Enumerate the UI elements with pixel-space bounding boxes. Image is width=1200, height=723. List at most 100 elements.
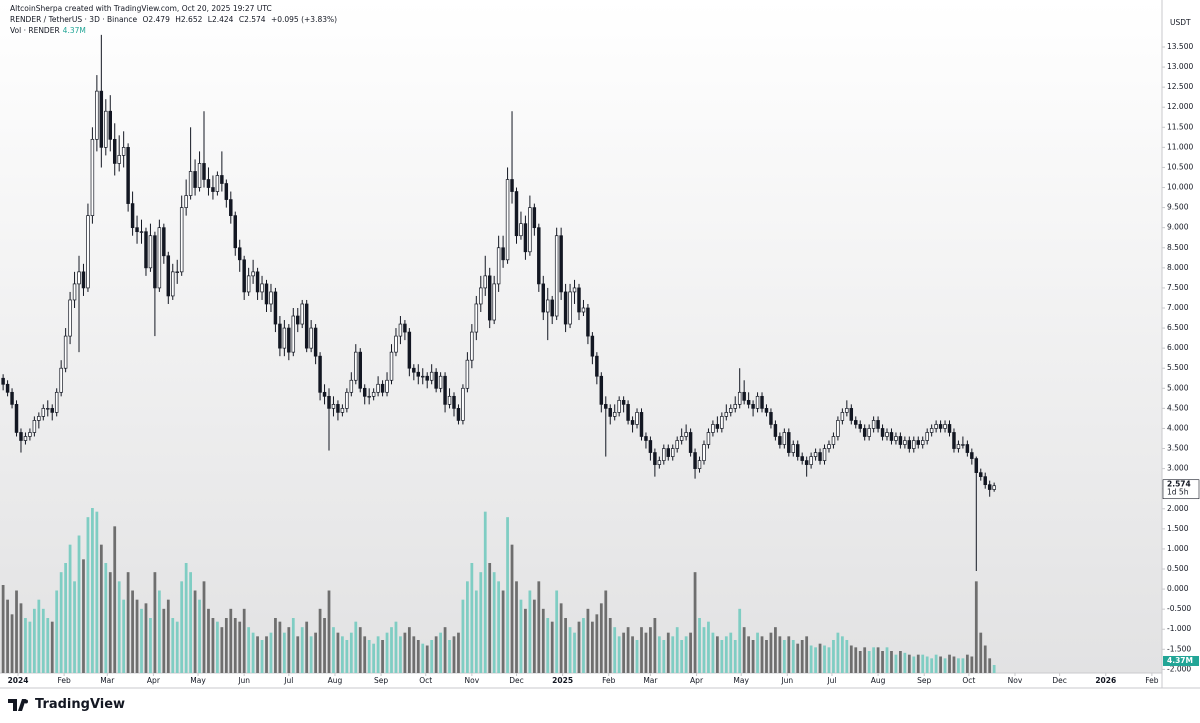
candle-body [162, 227, 166, 257]
y-tick-label: -1.500 [1167, 644, 1191, 653]
candle-body [541, 283, 546, 313]
x-tick-label: Mar [643, 676, 658, 685]
y-tick-label: 8.500 [1167, 243, 1189, 252]
legend-value: 2.424 [211, 15, 234, 24]
candle-body [523, 223, 528, 253]
candle-body [255, 271, 260, 293]
candle-body [679, 436, 684, 441]
legend-value: 2.574 [244, 15, 266, 24]
candle-body [23, 436, 28, 441]
volume-bar [64, 563, 68, 673]
volume-bar [24, 618, 27, 673]
candle-body [912, 440, 916, 449]
candle-body [537, 227, 541, 285]
volume-bar [91, 508, 94, 673]
volume-bar [925, 656, 929, 673]
x-tick-label: Feb [57, 676, 71, 685]
candle-body [715, 424, 720, 429]
volume-bar [265, 636, 268, 673]
candle-body [429, 371, 434, 381]
volume-bar [541, 608, 545, 673]
volume-bar [412, 636, 416, 673]
volume-bar [474, 590, 478, 673]
volume-bar [28, 621, 32, 673]
volume-bar [631, 636, 634, 673]
volume-bar [327, 590, 331, 673]
candle-body [528, 207, 532, 253]
candle-body [130, 203, 135, 229]
candle-body [331, 404, 336, 409]
candle-body [296, 315, 300, 325]
volume-bar [247, 627, 251, 673]
candle-body [720, 416, 724, 429]
volume-bar [912, 656, 916, 673]
volume-bar [854, 647, 858, 673]
candle-body [510, 179, 514, 192]
volume-bar [381, 640, 384, 673]
x-tick-label: Sep [374, 676, 388, 685]
volume-bar [430, 640, 434, 673]
candle-body [171, 271, 175, 297]
volume-bar [300, 627, 304, 673]
volume-bar [519, 599, 523, 673]
volume-bar [657, 636, 661, 673]
candle-body [166, 255, 171, 297]
candle-body [309, 327, 313, 349]
volume-bar [256, 636, 259, 673]
candle-body [688, 432, 693, 453]
volume-bar [546, 618, 550, 673]
candle-body [479, 287, 483, 305]
candle-body [153, 235, 157, 289]
volume-bar [635, 640, 639, 673]
y-tick-label: 12.500 [1167, 82, 1193, 91]
candle-body [635, 412, 639, 425]
candle-body [90, 138, 95, 216]
y-tick-label: 6.500 [1167, 323, 1189, 332]
candle-body [684, 432, 688, 437]
volume-bar [733, 640, 737, 673]
volume-bar [37, 599, 41, 673]
candle-body [322, 391, 327, 397]
footer-brand: TradingView [35, 697, 126, 712]
candle-body [742, 391, 746, 401]
volume-bar [899, 651, 902, 673]
candle-body [974, 458, 979, 473]
candle-body [733, 404, 737, 409]
y-tick-label: 7.500 [1167, 283, 1189, 292]
candle-body [318, 355, 322, 393]
candle-body [729, 408, 733, 413]
volume-bar [805, 636, 809, 673]
volume-bar [894, 654, 898, 673]
volume-bar [604, 590, 608, 673]
candle-body [407, 331, 412, 369]
volume-bar [452, 636, 456, 673]
volume-bar [95, 511, 99, 673]
price-label-box [1162, 479, 1200, 500]
volume-bar [863, 647, 867, 673]
volume-line: Vol · RENDER 4.37M [10, 25, 337, 36]
volume-bar [251, 632, 255, 673]
y-tick-label: -1.000 [1167, 624, 1191, 633]
candle-body [612, 412, 617, 417]
candle-body [854, 420, 858, 425]
candle-body [474, 303, 479, 333]
volume-bar [800, 640, 804, 673]
volume-bar [720, 640, 724, 673]
candle-body [32, 420, 37, 433]
volume-bar [577, 621, 581, 673]
volume-bar [184, 563, 188, 673]
candle-body [604, 404, 608, 409]
volume-bar [640, 627, 643, 673]
candle-body [546, 299, 550, 313]
volume-bar [903, 652, 907, 673]
candle-body [242, 259, 246, 293]
volume-bar [751, 640, 755, 673]
candle-body [313, 327, 318, 357]
volume-bar [983, 645, 987, 673]
volume-bar [385, 632, 389, 673]
volume-bar [483, 511, 487, 673]
candle-body [898, 436, 903, 445]
y-tick-label: 13.000 [1167, 62, 1193, 71]
candle-body [568, 291, 572, 325]
x-tick-label: Aug [871, 676, 886, 685]
